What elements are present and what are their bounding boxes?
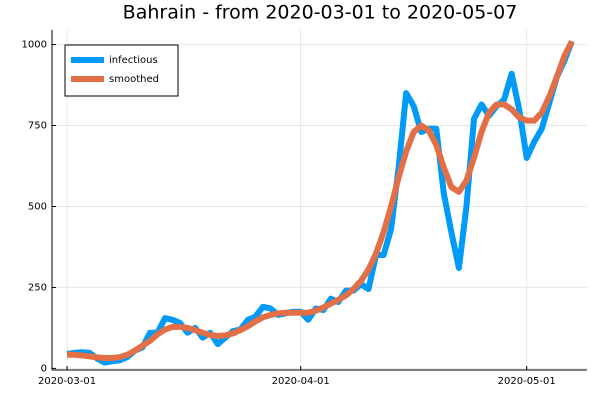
legend-label: infectious (109, 55, 158, 66)
legend-label: smoothed (109, 74, 159, 85)
y-tick-label: 750 (28, 121, 47, 132)
legend-box (64, 44, 179, 97)
y-tick-label: 1000 (22, 40, 47, 51)
y-tick-label: 250 (28, 282, 47, 293)
x-tick-label: 2020-05-01 (498, 376, 556, 387)
x-tick-label: 2020-03-01 (38, 376, 96, 387)
x-tick-label: 2020-04-01 (272, 376, 330, 387)
y-tick-label: 500 (28, 201, 47, 212)
chart-title: Bahrain - from 2020-03-01 to 2020-05-07 (123, 2, 518, 24)
series-line (67, 39, 575, 362)
y-tick-label: 0 (41, 363, 47, 374)
